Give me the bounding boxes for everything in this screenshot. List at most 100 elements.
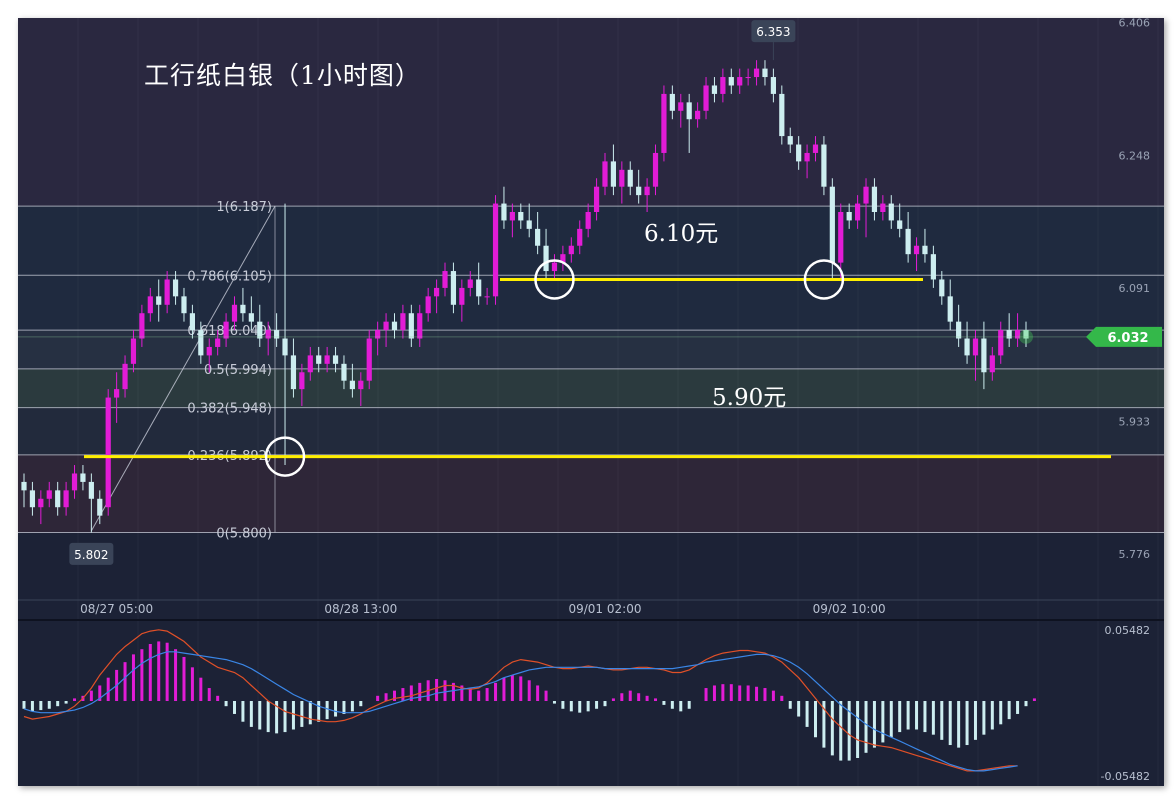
candle-body [720,77,726,94]
low-marker-box [69,542,114,565]
candle-body [543,245,549,272]
candle-body [139,313,145,339]
candle-body [661,93,667,153]
candle-body [745,77,751,79]
candle-body [535,228,541,246]
chart-title: 工行纸白银（1小时图） [144,61,421,90]
candle-body [391,321,398,331]
candle-body [341,363,347,381]
candle-body [316,355,322,364]
candle-body [821,144,827,187]
fib-level-label: 0.382(5.948) [187,402,272,417]
candle-body [560,254,566,263]
fib-level-label: 0.786(6.105) [187,269,272,284]
candle-body [972,338,979,356]
candle-body [913,245,920,255]
candle-body [610,161,617,187]
candle-body [63,490,69,508]
candle-body [97,498,103,516]
candle-body [21,481,27,491]
candle-body [492,203,499,297]
candle-body [383,321,389,331]
candle-body [476,279,482,297]
candle-body [1023,330,1029,339]
candle-body [602,161,608,187]
high-marker-label: 6.353 [756,25,790,39]
fib-level-label: 1(6.187) [216,200,272,215]
candle-body [981,338,987,373]
candle-body [484,296,490,298]
high-marker-box [751,20,796,43]
candle-body [248,313,254,322]
candle-body [737,77,743,86]
candle-body [627,169,633,187]
macd-tick-label: -0.05482 [1101,770,1150,783]
x-tick-label: 09/01 02:00 [568,602,641,616]
candle-body [467,279,473,288]
candlestick-chart: 1(6.187)0.786(6.105)0.618(6.040)0.5(5.99… [18,18,1164,786]
y-tick-label: 6.406 [1119,18,1151,29]
candle-body [804,152,810,162]
candle-body [619,169,625,187]
level-6-10-label: 6.10元 [644,221,719,247]
candle-body [669,93,675,111]
y-tick-label: 6.248 [1119,150,1151,163]
candle-body [964,338,970,356]
macd-dea-line [23,651,1018,772]
candle-body [122,363,128,390]
current-price-label: 6.032 [1107,331,1148,346]
candle-body [686,102,692,120]
highlight-circle [534,259,575,300]
candle-body [577,228,583,246]
macd-dif-line [23,629,1018,772]
candle-body [130,338,137,364]
zone-fib-382 [18,407,1164,455]
candle-body [442,271,448,288]
candle-body [71,473,78,491]
candle-body [526,220,532,229]
candle-body [888,203,894,221]
candle-body [375,330,381,339]
candle-body [408,313,414,339]
candle-body [854,203,861,221]
candle-body [38,498,44,508]
candle-body [518,212,524,221]
candle-body [172,279,179,297]
x-tick-label: 09/02 10:00 [813,602,886,616]
candle-body [156,296,162,305]
candle-body [274,330,280,339]
candle-body [189,313,196,331]
candle-body [366,338,372,381]
candle-body [324,355,330,364]
candle-body [922,245,928,255]
current-price-glow [1019,329,1033,344]
candle-body [417,313,423,339]
candle-body [947,296,953,322]
zone-fib-500 [18,368,1164,408]
candle-body [105,397,111,508]
x-tick-label: 08/28 13:00 [324,602,397,616]
candle-body [80,473,86,482]
candle-body [282,338,288,356]
candle-body [400,313,406,331]
candle-body [358,380,364,390]
candle-body [88,481,94,499]
candle-body [796,144,802,162]
candle-body [728,77,734,86]
candle-body [164,279,170,305]
candle-body [265,330,271,339]
candle-body [770,77,776,94]
candle-body [147,296,153,314]
candle-body [905,228,911,255]
candle-body [1014,330,1021,339]
zone-fib-upper [18,206,1164,331]
candle-body [829,186,835,263]
fib-level-label: 0(5.800) [216,527,272,542]
candle-body [897,220,903,229]
candle-body [636,186,642,196]
candle-body [223,321,229,339]
candle-body [257,321,263,339]
candle-body [349,380,355,390]
level-5-90-label: 5.90元 [712,385,787,411]
candle-body [181,296,187,314]
